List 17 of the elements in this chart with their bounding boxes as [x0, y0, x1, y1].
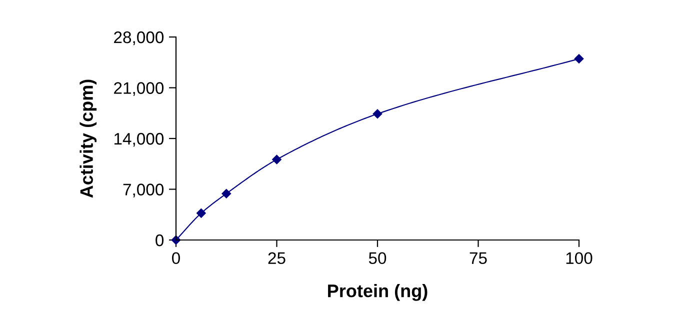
- x-tick-label: 100: [566, 252, 592, 264]
- y-axis-title: Activity (cpm): [80, 80, 97, 198]
- point: [372, 109, 382, 118]
- y-tick-label: 7,000: [123, 184, 164, 198]
- point: [574, 54, 584, 64]
- y-tick-label: 14,000: [114, 132, 164, 147]
- x-axis-title: Protein (ng): [328, 284, 428, 301]
- x-tick-label: 75: [470, 252, 487, 264]
- y-tick-label: 28,000: [114, 31, 164, 46]
- point: [272, 154, 282, 164]
- x-tick-label: 0: [172, 252, 180, 264]
- point: [222, 188, 231, 198]
- y-tick-label: 21,000: [114, 82, 164, 96]
- y-tick-label: 0: [156, 234, 164, 246]
- point: [196, 208, 206, 218]
- x-tick-label: 50: [368, 252, 386, 264]
- x-tick-label: 25: [268, 252, 286, 264]
